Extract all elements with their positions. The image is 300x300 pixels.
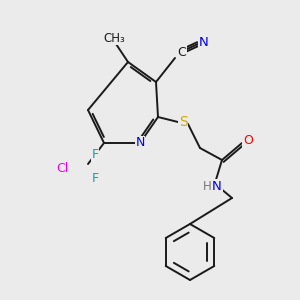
Text: N: N <box>135 136 145 149</box>
Text: N: N <box>199 35 209 49</box>
Text: F: F <box>92 172 99 184</box>
Text: H: H <box>202 179 211 193</box>
Text: N: N <box>212 179 222 193</box>
Text: S: S <box>178 115 188 129</box>
Text: C: C <box>178 46 186 59</box>
Text: F: F <box>92 148 99 161</box>
Text: Cl: Cl <box>56 161 68 175</box>
Text: O: O <box>243 134 253 148</box>
Text: CH₃: CH₃ <box>103 32 125 44</box>
